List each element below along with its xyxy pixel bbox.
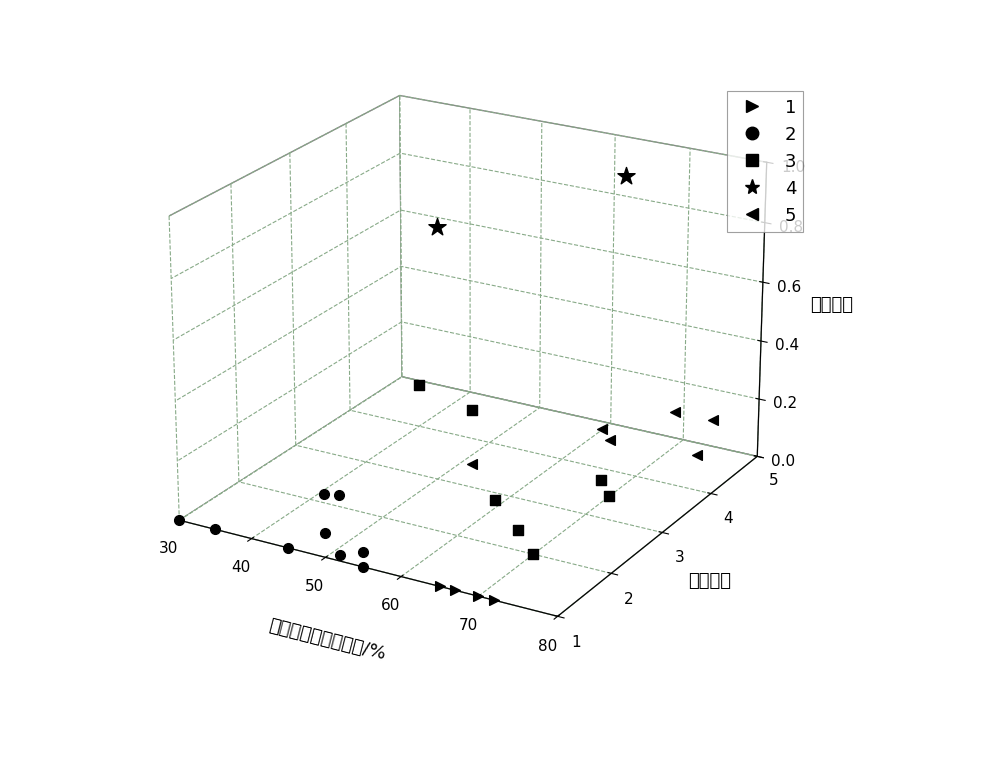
- X-axis label: 电压暂降幅值平均值/%: 电压暂降幅值平均值/%: [267, 617, 387, 664]
- Legend: 1, 2, 3, 4, 5: 1, 2, 3, 4, 5: [727, 92, 803, 232]
- Y-axis label: 雷暴等级: 雷暴等级: [688, 572, 731, 590]
